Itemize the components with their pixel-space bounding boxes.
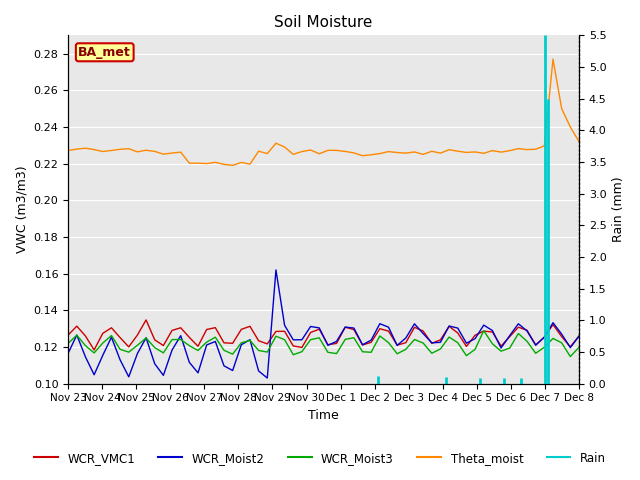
X-axis label: Time: Time	[308, 409, 339, 422]
Text: BA_met: BA_met	[78, 46, 131, 59]
Legend: WCR_VMC1, WCR_Moist2, WCR_Moist3, Theta_moist, Rain: WCR_VMC1, WCR_Moist2, WCR_Moist3, Theta_…	[29, 447, 611, 469]
Title: Soil Moisture: Soil Moisture	[275, 15, 372, 30]
Y-axis label: VWC (m3/m3): VWC (m3/m3)	[15, 166, 28, 253]
Y-axis label: Rain (mm): Rain (mm)	[612, 177, 625, 242]
